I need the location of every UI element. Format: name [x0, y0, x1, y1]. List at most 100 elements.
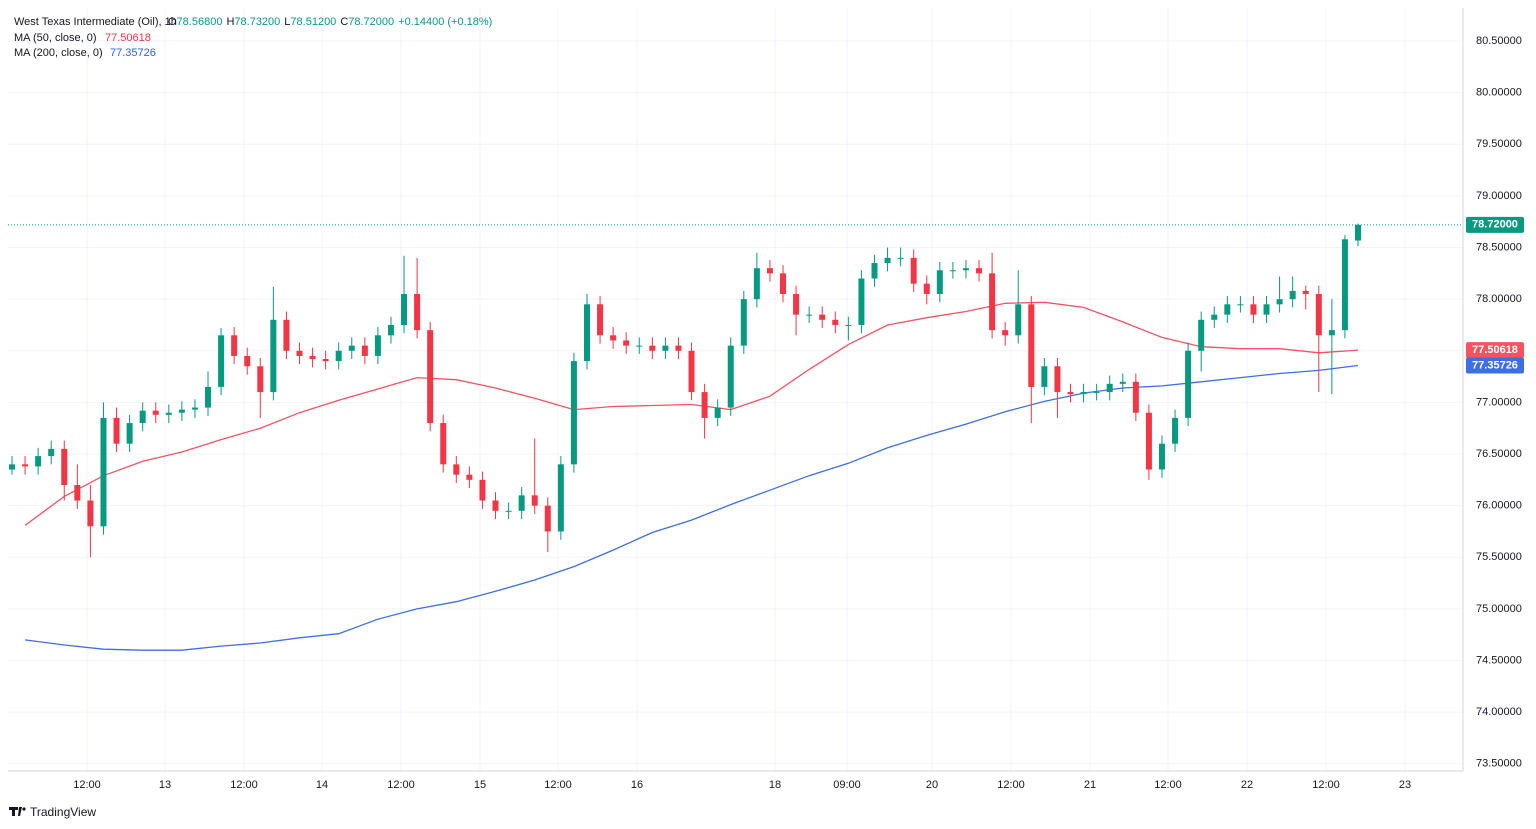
candle-body: [832, 319, 839, 325]
x-tick-label: 12:00: [1154, 779, 1182, 791]
candle-body: [1119, 381, 1126, 384]
candle-body: [231, 335, 238, 356]
candle-body: [623, 340, 630, 346]
candle-body: [74, 485, 81, 501]
candle-body: [1002, 330, 1009, 336]
y-tick-label: 80.50000: [1476, 35, 1522, 47]
candle-body: [570, 361, 577, 465]
candle-body: [61, 448, 68, 486]
x-tick-label: 09:00: [833, 779, 861, 791]
y-tick-label: 80.00000: [1476, 87, 1522, 99]
x-tick-label: 16: [631, 779, 643, 791]
candle-body: [1172, 417, 1179, 444]
ma50-name: MA (50, close, 0): [14, 32, 97, 44]
candle-body: [727, 345, 734, 408]
candle-body: [989, 273, 996, 331]
candle-body: [87, 500, 94, 527]
candle-body: [296, 350, 303, 356]
ohlc-value: +0.14400 (+0.18%): [398, 16, 492, 28]
candle-body: [257, 366, 264, 393]
candle-body: [505, 510, 512, 512]
candle-body: [1315, 293, 1322, 336]
candle-body: [113, 417, 120, 444]
ohlc-value: 78.51200: [290, 16, 336, 28]
logo: [9, 807, 26, 816]
candle-body: [1158, 443, 1165, 470]
ohlc-prefix: L: [284, 16, 290, 28]
candle-body: [1041, 366, 1048, 387]
candle-body: [910, 257, 917, 284]
candle-body: [387, 324, 394, 336]
candle-body: [1263, 304, 1270, 315]
candle-body: [270, 319, 277, 393]
candle-body: [1302, 290, 1309, 294]
x-tick-label: 12:00: [387, 779, 415, 791]
candle-body: [1276, 299, 1283, 305]
x-tick-label: 13: [159, 779, 171, 791]
candle-body: [675, 345, 682, 351]
y-tick-label: 73.50000: [1476, 758, 1522, 770]
ma-price-tag: 77.35726: [1472, 359, 1518, 371]
candle-body: [152, 410, 159, 415]
candle-body: [1054, 366, 1061, 393]
y-tick-label: 78.00000: [1476, 293, 1522, 305]
candle-body: [1067, 392, 1074, 395]
candle-body: [531, 495, 538, 506]
candle-body: [453, 464, 460, 475]
y-tick-label: 78.50000: [1476, 241, 1522, 253]
candle-body: [100, 417, 107, 527]
candle-body: [466, 474, 473, 480]
ma50-value: 77.50618: [105, 32, 151, 44]
candle-body: [335, 350, 342, 362]
ma-price-tag-bg: [1466, 342, 1524, 359]
candle-body: [1145, 412, 1152, 470]
ohlc-value: 78.72000: [348, 16, 394, 28]
ohlc-prefix: C: [340, 16, 348, 28]
candle-body: [740, 299, 747, 346]
candle-body: [414, 293, 421, 331]
candle-body: [583, 304, 590, 362]
candle-body: [1185, 350, 1192, 418]
candle-body: [1289, 290, 1296, 300]
candle-body: [858, 278, 865, 325]
candle-body: [440, 423, 447, 465]
candle-body: [401, 293, 408, 325]
candle-body: [479, 479, 486, 501]
y-tick-label: 74.50000: [1476, 654, 1522, 666]
candle-body: [1355, 224, 1361, 241]
candle-body: [35, 456, 42, 467]
candle-body: [923, 283, 930, 294]
candle-body: [1328, 330, 1335, 336]
candle-body: [1132, 381, 1139, 413]
last-price-tag: 78.72000: [1472, 219, 1518, 231]
candle-body: [766, 268, 773, 274]
candle-body: [22, 464, 29, 467]
candle-body: [806, 314, 813, 316]
ohlc-prefix: O: [168, 16, 177, 28]
candle-body: [949, 270, 956, 272]
candle-body: [1028, 304, 1035, 387]
candle-body: [714, 407, 721, 418]
candle-body: [780, 273, 787, 294]
candle-body: [374, 335, 381, 356]
candle-body: [793, 293, 800, 315]
ma200-name: MA (200, close, 0): [14, 47, 103, 59]
candle-body: [884, 257, 891, 264]
x-tick-label: 15: [474, 779, 486, 791]
x-tick-label: 22: [1241, 779, 1253, 791]
y-tick-label: 77.00000: [1476, 396, 1522, 408]
candle-body: [1093, 392, 1100, 394]
candle-body: [244, 355, 251, 367]
candle-body: [518, 495, 525, 511]
candle-body: [283, 319, 290, 351]
y-tick-label: 75.00000: [1476, 603, 1522, 615]
x-tick-label: 21: [1084, 779, 1096, 791]
candle-body: [649, 345, 656, 351]
candle-body: [48, 448, 55, 457]
ma200-value: 77.35726: [110, 47, 156, 59]
last-price-tag-bg: [1466, 216, 1524, 233]
candle-body: [636, 345, 643, 347]
ohlc-value: 78.73200: [234, 16, 280, 28]
candle-body: [544, 505, 551, 532]
y-tick-label: 79.00000: [1476, 190, 1522, 202]
